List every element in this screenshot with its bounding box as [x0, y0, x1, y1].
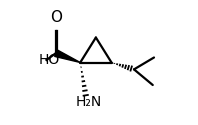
Polygon shape — [55, 50, 80, 62]
Text: H₂N: H₂N — [75, 95, 102, 109]
Text: HO: HO — [39, 53, 60, 67]
Text: O: O — [50, 10, 62, 25]
